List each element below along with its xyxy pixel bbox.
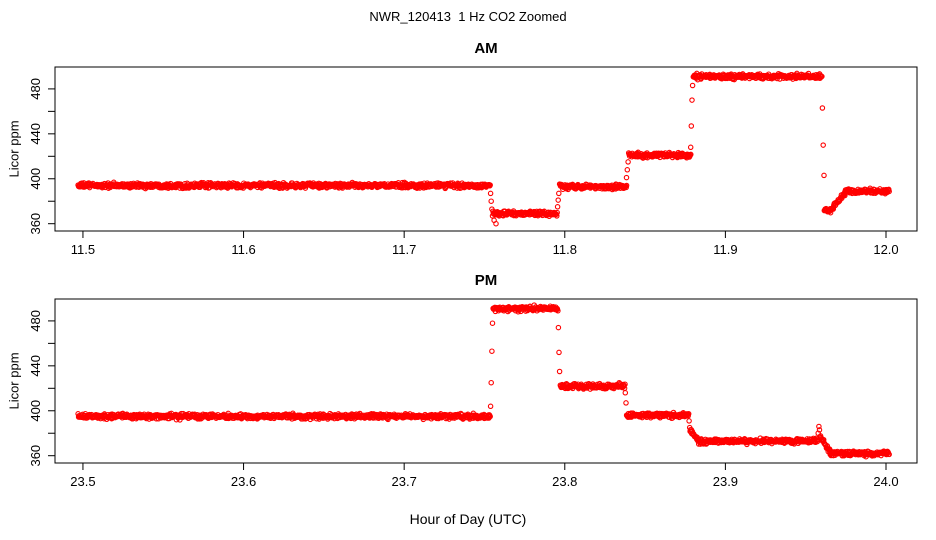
data-point [623,174,630,181]
data-point [820,142,826,148]
x-tick-label: 11.6 [231,242,255,257]
x-tick-label: 23.5 [70,474,95,489]
data-point [489,206,495,212]
data-point [625,159,631,165]
data-point [556,190,562,197]
x-tick-label: 24.0 [873,474,898,489]
data-point [556,368,563,375]
data-point [886,451,892,458]
data-point [489,320,496,326]
data-point [554,213,560,219]
data-point [487,413,493,420]
data-point [688,151,694,158]
data-point [488,379,494,386]
y-tick-label: 400 [28,400,43,422]
y-tick-label: 360 [28,213,43,235]
panel-title-pm: PM [474,272,498,289]
data-point [821,172,827,179]
y-tick-label: 440 [28,123,43,145]
data-point [487,190,494,197]
x-tick-label: 11.5 [71,242,95,257]
data-point [555,308,561,314]
data-point [487,403,494,410]
pm-data-points [75,302,892,460]
y-tick-label: 480 [28,310,43,332]
y-tick-label: 400 [28,168,43,190]
data-point [816,427,823,433]
data-point [816,423,822,430]
data-point [493,220,499,227]
data-point [687,144,694,151]
data-point [489,348,495,354]
x-tick-label: 23.7 [392,474,417,489]
data-point [685,411,692,417]
data-point [688,123,695,129]
data-point [554,209,560,216]
data-point [487,182,493,188]
x-tick-label: 23.6 [231,474,256,489]
x-tick-label: 12.0 [873,242,898,257]
data-point [556,349,562,356]
data-point [686,424,693,431]
x-tick-label: 11.7 [392,242,416,257]
panel-title-am: AM [474,40,498,57]
figure-title: NWR_120413 1 Hz CO2 Zoomed [369,9,567,24]
y-tick-label: 440 [28,355,43,377]
data-point [689,97,695,103]
data-point [686,418,692,424]
data-point [624,167,631,173]
x-tick-label: 23.9 [713,474,738,489]
y-tick-label: 480 [28,78,43,100]
data-point [819,105,826,111]
data-point [819,73,825,80]
am-data-points [75,70,892,227]
x-tick-label: 23.8 [552,474,577,489]
x-axis-label: Hour of Day (UTC) [409,511,527,527]
x-tick-label: 11.9 [713,242,737,257]
data-point [555,324,562,331]
data-point [622,390,629,396]
data-point [886,188,892,195]
data-point [623,182,630,189]
data-point [554,204,561,210]
y-tick-label: 360 [28,445,43,467]
plot-box [54,298,918,464]
data-point [689,82,696,89]
data-point [555,197,561,203]
data-point [622,381,628,387]
data-point [488,198,494,204]
data-point [815,430,821,436]
data-point [623,400,629,406]
x-tick-label: 11.8 [553,242,577,257]
plot-box [54,66,918,232]
